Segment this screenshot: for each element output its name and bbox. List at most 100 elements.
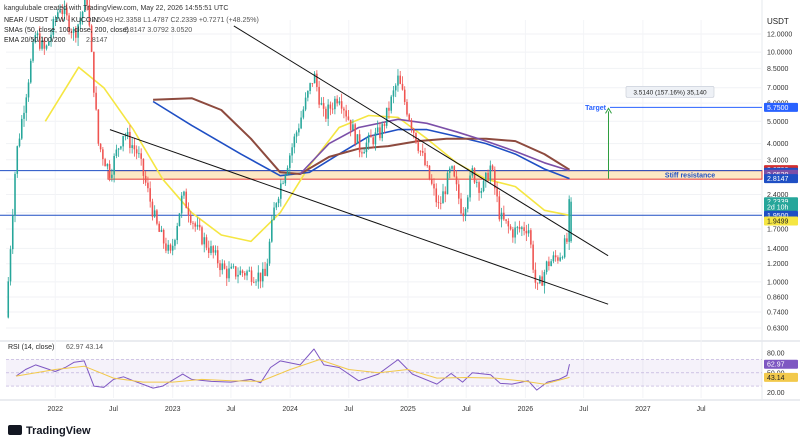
candle-body xyxy=(124,135,127,137)
resistance-zone-label: Stiff resistance xyxy=(665,172,715,179)
candle-body xyxy=(41,40,43,49)
candle-body xyxy=(361,152,363,154)
tradingview-logo[interactable]: TradingView xyxy=(8,425,91,437)
candle-body xyxy=(446,172,449,195)
candle-body xyxy=(336,98,338,104)
candle-body xyxy=(113,156,115,175)
candle-body xyxy=(237,274,239,277)
candle-body xyxy=(448,168,451,173)
candle-body xyxy=(394,85,397,91)
candle-body xyxy=(99,143,102,150)
candle-body xyxy=(84,0,86,12)
candle-body xyxy=(259,272,262,282)
candle-body xyxy=(239,270,242,275)
candle-body xyxy=(309,83,311,92)
time-tick-label: Jul xyxy=(226,406,235,413)
candle-body xyxy=(505,219,507,221)
candle-body xyxy=(518,226,521,230)
candle-body xyxy=(545,261,548,273)
price-axis-badge-text: 2.8147 xyxy=(767,176,789,183)
candle-body xyxy=(126,131,129,136)
candle-body xyxy=(302,109,305,118)
y-axis-unit: USDT xyxy=(767,17,789,26)
candle-body xyxy=(171,245,174,251)
candle-body xyxy=(358,134,361,153)
legend-ema-values: 2.8147 xyxy=(86,37,108,44)
price-axis-badge xyxy=(764,202,798,212)
trendline xyxy=(233,25,609,257)
candle-body xyxy=(417,142,420,151)
candle-body xyxy=(228,268,230,279)
candle-body xyxy=(289,155,291,168)
candle-body xyxy=(534,269,537,283)
candle-body xyxy=(462,213,465,217)
price-tick-label: 7.0000 xyxy=(767,85,789,92)
candle-body xyxy=(523,227,525,231)
candle-body xyxy=(329,104,332,109)
candle-body xyxy=(568,199,570,242)
candle-body xyxy=(503,212,505,220)
candle-body xyxy=(370,134,372,138)
rsi-ma-line xyxy=(15,359,570,385)
candle-body xyxy=(117,148,120,150)
time-tick-label: Jul xyxy=(344,406,353,413)
candle-body xyxy=(494,169,496,189)
candle-body xyxy=(142,158,145,176)
candle-body xyxy=(356,134,359,144)
candle-body xyxy=(66,7,68,16)
candle-body xyxy=(485,172,487,181)
grid xyxy=(0,0,800,401)
candle-body xyxy=(36,33,39,36)
candle-body xyxy=(442,191,444,204)
price-axis-badge-text: 1.9499 xyxy=(767,219,789,226)
candle-body xyxy=(291,147,293,156)
candle-body xyxy=(257,272,260,282)
candle-body xyxy=(88,4,91,26)
candle-body xyxy=(158,223,160,232)
candle-body xyxy=(570,201,572,242)
candle-body xyxy=(9,249,12,282)
candle-body xyxy=(295,132,298,137)
candle-body xyxy=(563,238,566,258)
candle-body xyxy=(27,82,30,98)
candle-body xyxy=(424,152,426,166)
candle-body xyxy=(271,220,273,242)
candle-body xyxy=(372,137,374,145)
candle-body xyxy=(385,107,388,126)
candle-body xyxy=(433,183,435,189)
target-projection: 3.5140 (157.16%) 35,140 xyxy=(605,86,715,179)
price-tick-label: 8.5000 xyxy=(767,66,789,73)
candle-body xyxy=(32,42,34,61)
price-tick-label: 1.0000 xyxy=(767,279,789,286)
candle-body xyxy=(363,152,365,154)
candle-body xyxy=(376,127,379,133)
candle-body xyxy=(207,247,210,253)
candle-body xyxy=(63,7,66,15)
candle-body xyxy=(322,103,325,109)
candle-body xyxy=(460,198,462,214)
candle-body xyxy=(7,281,10,318)
candle-body xyxy=(374,132,377,145)
candle-body xyxy=(241,270,244,273)
candle-body xyxy=(464,208,467,217)
candle-body xyxy=(480,191,483,193)
price-tick-label: 2.4000 xyxy=(767,192,789,199)
candle-body xyxy=(401,83,404,90)
candle-body xyxy=(381,124,383,139)
candle-body xyxy=(250,270,253,282)
candle-body xyxy=(451,166,453,169)
time-tick-label: Jul xyxy=(109,406,118,413)
candle-body xyxy=(345,110,347,117)
candle-body xyxy=(174,240,176,246)
candle-body xyxy=(25,97,28,113)
candle-body xyxy=(408,114,411,121)
time-tick-label: 2023 xyxy=(165,406,181,413)
candle-body xyxy=(72,28,75,33)
candle-body xyxy=(498,196,501,220)
candle-body xyxy=(243,272,246,276)
candle-body xyxy=(266,263,269,276)
rsi-tick-label: 80.00 xyxy=(767,350,785,357)
candle-body xyxy=(187,208,190,216)
candle-body xyxy=(352,124,354,131)
